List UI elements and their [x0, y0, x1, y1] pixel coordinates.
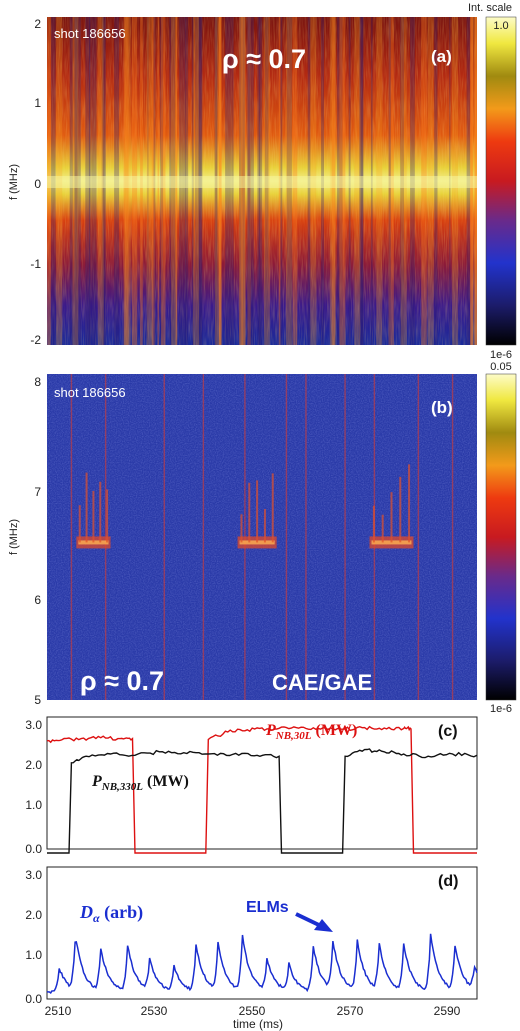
panel-b-colorbar	[485, 373, 517, 701]
panel-c-series	[46, 725, 478, 854]
panel-a-rho-label: ρ ≈ 0.7	[222, 44, 306, 74]
x-tick: 2510	[45, 1004, 72, 1018]
panel-c-yticks: 3.0 2.0 1.0 0.0	[25, 718, 42, 856]
panel-c-ytick: 2.0	[25, 758, 42, 772]
panel-c-black-label-unit: (MW)	[143, 773, 189, 790]
panel-c-red-label-unit: (MW)	[312, 722, 358, 739]
panel-b-ytick: 8	[34, 375, 41, 389]
panel-c-black-label: PNB,330L (MW)	[91, 773, 189, 793]
pnb-30l-line	[46, 725, 477, 854]
panel-b-colorbar-min: 1e-6	[490, 703, 512, 715]
panel-c-ytick: 1.0	[25, 798, 42, 812]
panel-c-red-label-symbol: P	[265, 722, 276, 739]
panel-b-colorbar-max: 0.05	[490, 361, 511, 373]
panel-a-central-band	[47, 176, 477, 188]
panel-d-frame	[46, 866, 478, 1000]
panel-d-elm-label: ELMs	[246, 899, 289, 916]
panel-c-black-label-sub: NB,330L	[101, 781, 144, 793]
x-axis: 2510 2530 2550 2570 2590 time (ms)	[45, 1004, 461, 1031]
x-tick: 2590	[434, 1004, 461, 1018]
panel-a-ylabel: f (MHz)	[8, 164, 20, 200]
panel-d-yticks: 3.0 2.0 1.0 0.0	[25, 868, 42, 1006]
panel-a-colorbar-min: 1e-6	[490, 349, 512, 361]
panel-c-red-label: PNB,30L (MW)	[265, 722, 357, 742]
panel-b-mode-bursts	[76, 464, 414, 549]
pnb-330l-line	[47, 748, 478, 854]
panel-d-ytick: 2.0	[25, 908, 42, 922]
panel-a-colorbar-max: 1.0	[493, 20, 508, 32]
panel-b-ytick: 5	[34, 693, 41, 707]
panel-c-ytick: 3.0	[25, 718, 42, 732]
panel-a-ytick: 1	[34, 96, 41, 110]
panel-a: shot 186656 ρ ≈ 0.7 (a) f (MHz) 2 1 0 -1…	[8, 2, 517, 361]
panel-d-label-unit: (arb)	[100, 902, 144, 923]
panel-d-ytick: 0.0	[25, 992, 42, 1006]
panel-c-black-label-symbol: P	[91, 773, 102, 790]
panel-d-label-sub: α	[93, 911, 100, 925]
panel-b-ytick: 6	[34, 593, 41, 607]
panel-b-shot-label: shot 186656	[54, 385, 126, 400]
x-tick: 2570	[337, 1004, 364, 1018]
panel-b-mode-label: CAE/GAE	[272, 670, 372, 695]
panel-c-red-label-sub: NB,30L	[275, 730, 312, 742]
panel-b-ylabel: f (MHz)	[8, 519, 20, 555]
panel-b-streaks	[70, 374, 454, 700]
panel-a-yticks: 2 1 0 -1 -2	[30, 17, 41, 347]
panel-c-tag: (c)	[438, 723, 458, 740]
panel-a-ytick: 0	[34, 177, 41, 191]
panel-b-yticks: 8 7 6 5	[34, 375, 41, 707]
x-tick: 2550	[239, 1004, 266, 1018]
panel-b: shot 186656 (b) ρ ≈ 0.7 CAE/GAE f (MHz) …	[8, 361, 517, 715]
d-alpha-line	[47, 933, 478, 994]
panel-a-ytick: -2	[30, 333, 41, 347]
panel-d-tag: (d)	[438, 873, 458, 890]
panel-d-series	[47, 933, 478, 994]
x-tick: 2530	[141, 1004, 168, 1018]
panel-d-ytick: 3.0	[25, 868, 42, 882]
panel-a-tag: (a)	[431, 47, 452, 66]
panel-a-ytick: -1	[30, 257, 41, 271]
panel-a-shot-label: shot 186656	[54, 26, 126, 41]
x-axis-label: time (ms)	[233, 1017, 283, 1031]
panel-d-elm-arrow	[295, 912, 333, 932]
panel-d-ytick: 1.0	[25, 948, 42, 962]
panel-d-label: Dα (arb)	[79, 902, 143, 925]
panel-b-tag: (b)	[431, 398, 453, 417]
panel-a-colorbar	[485, 16, 517, 346]
panel-c-ytick: 0.0	[25, 842, 42, 856]
panel-d: 3.0 2.0 1.0 0.0 (d) Dα (arb) ELMs	[25, 866, 478, 1006]
panel-c: 3.0 2.0 1.0 0.0 (c) PNB,30L (MW) PNB,330…	[25, 716, 478, 856]
panel-b-ytick: 7	[34, 485, 41, 499]
panel-a-ytick: 2	[34, 17, 41, 31]
panel-a-colorbar-title: Int. scale	[468, 2, 512, 14]
panel-d-label-symbol: D	[79, 902, 93, 922]
panel-b-rho-label: ρ ≈ 0.7	[80, 666, 164, 696]
